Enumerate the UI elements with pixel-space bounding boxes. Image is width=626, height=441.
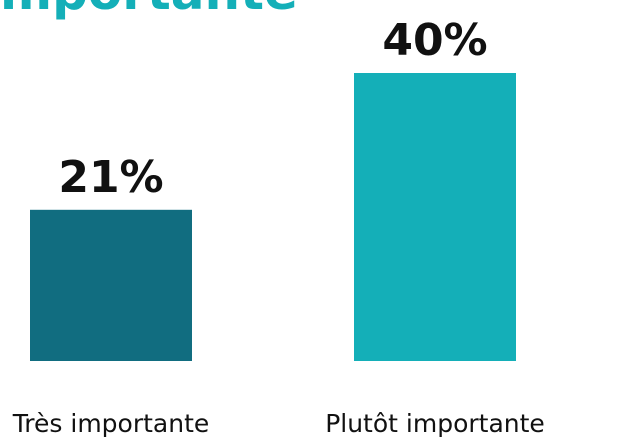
category-label-1: Plutôt importante bbox=[325, 409, 545, 438]
value-label-0: 21% bbox=[58, 152, 163, 203]
value-label-1: 40% bbox=[382, 15, 487, 66]
category-label-0: Très importante bbox=[12, 409, 210, 438]
bar-0 bbox=[30, 209, 192, 361]
chart-title: mportante bbox=[0, 0, 298, 20]
bar-1 bbox=[354, 73, 516, 361]
